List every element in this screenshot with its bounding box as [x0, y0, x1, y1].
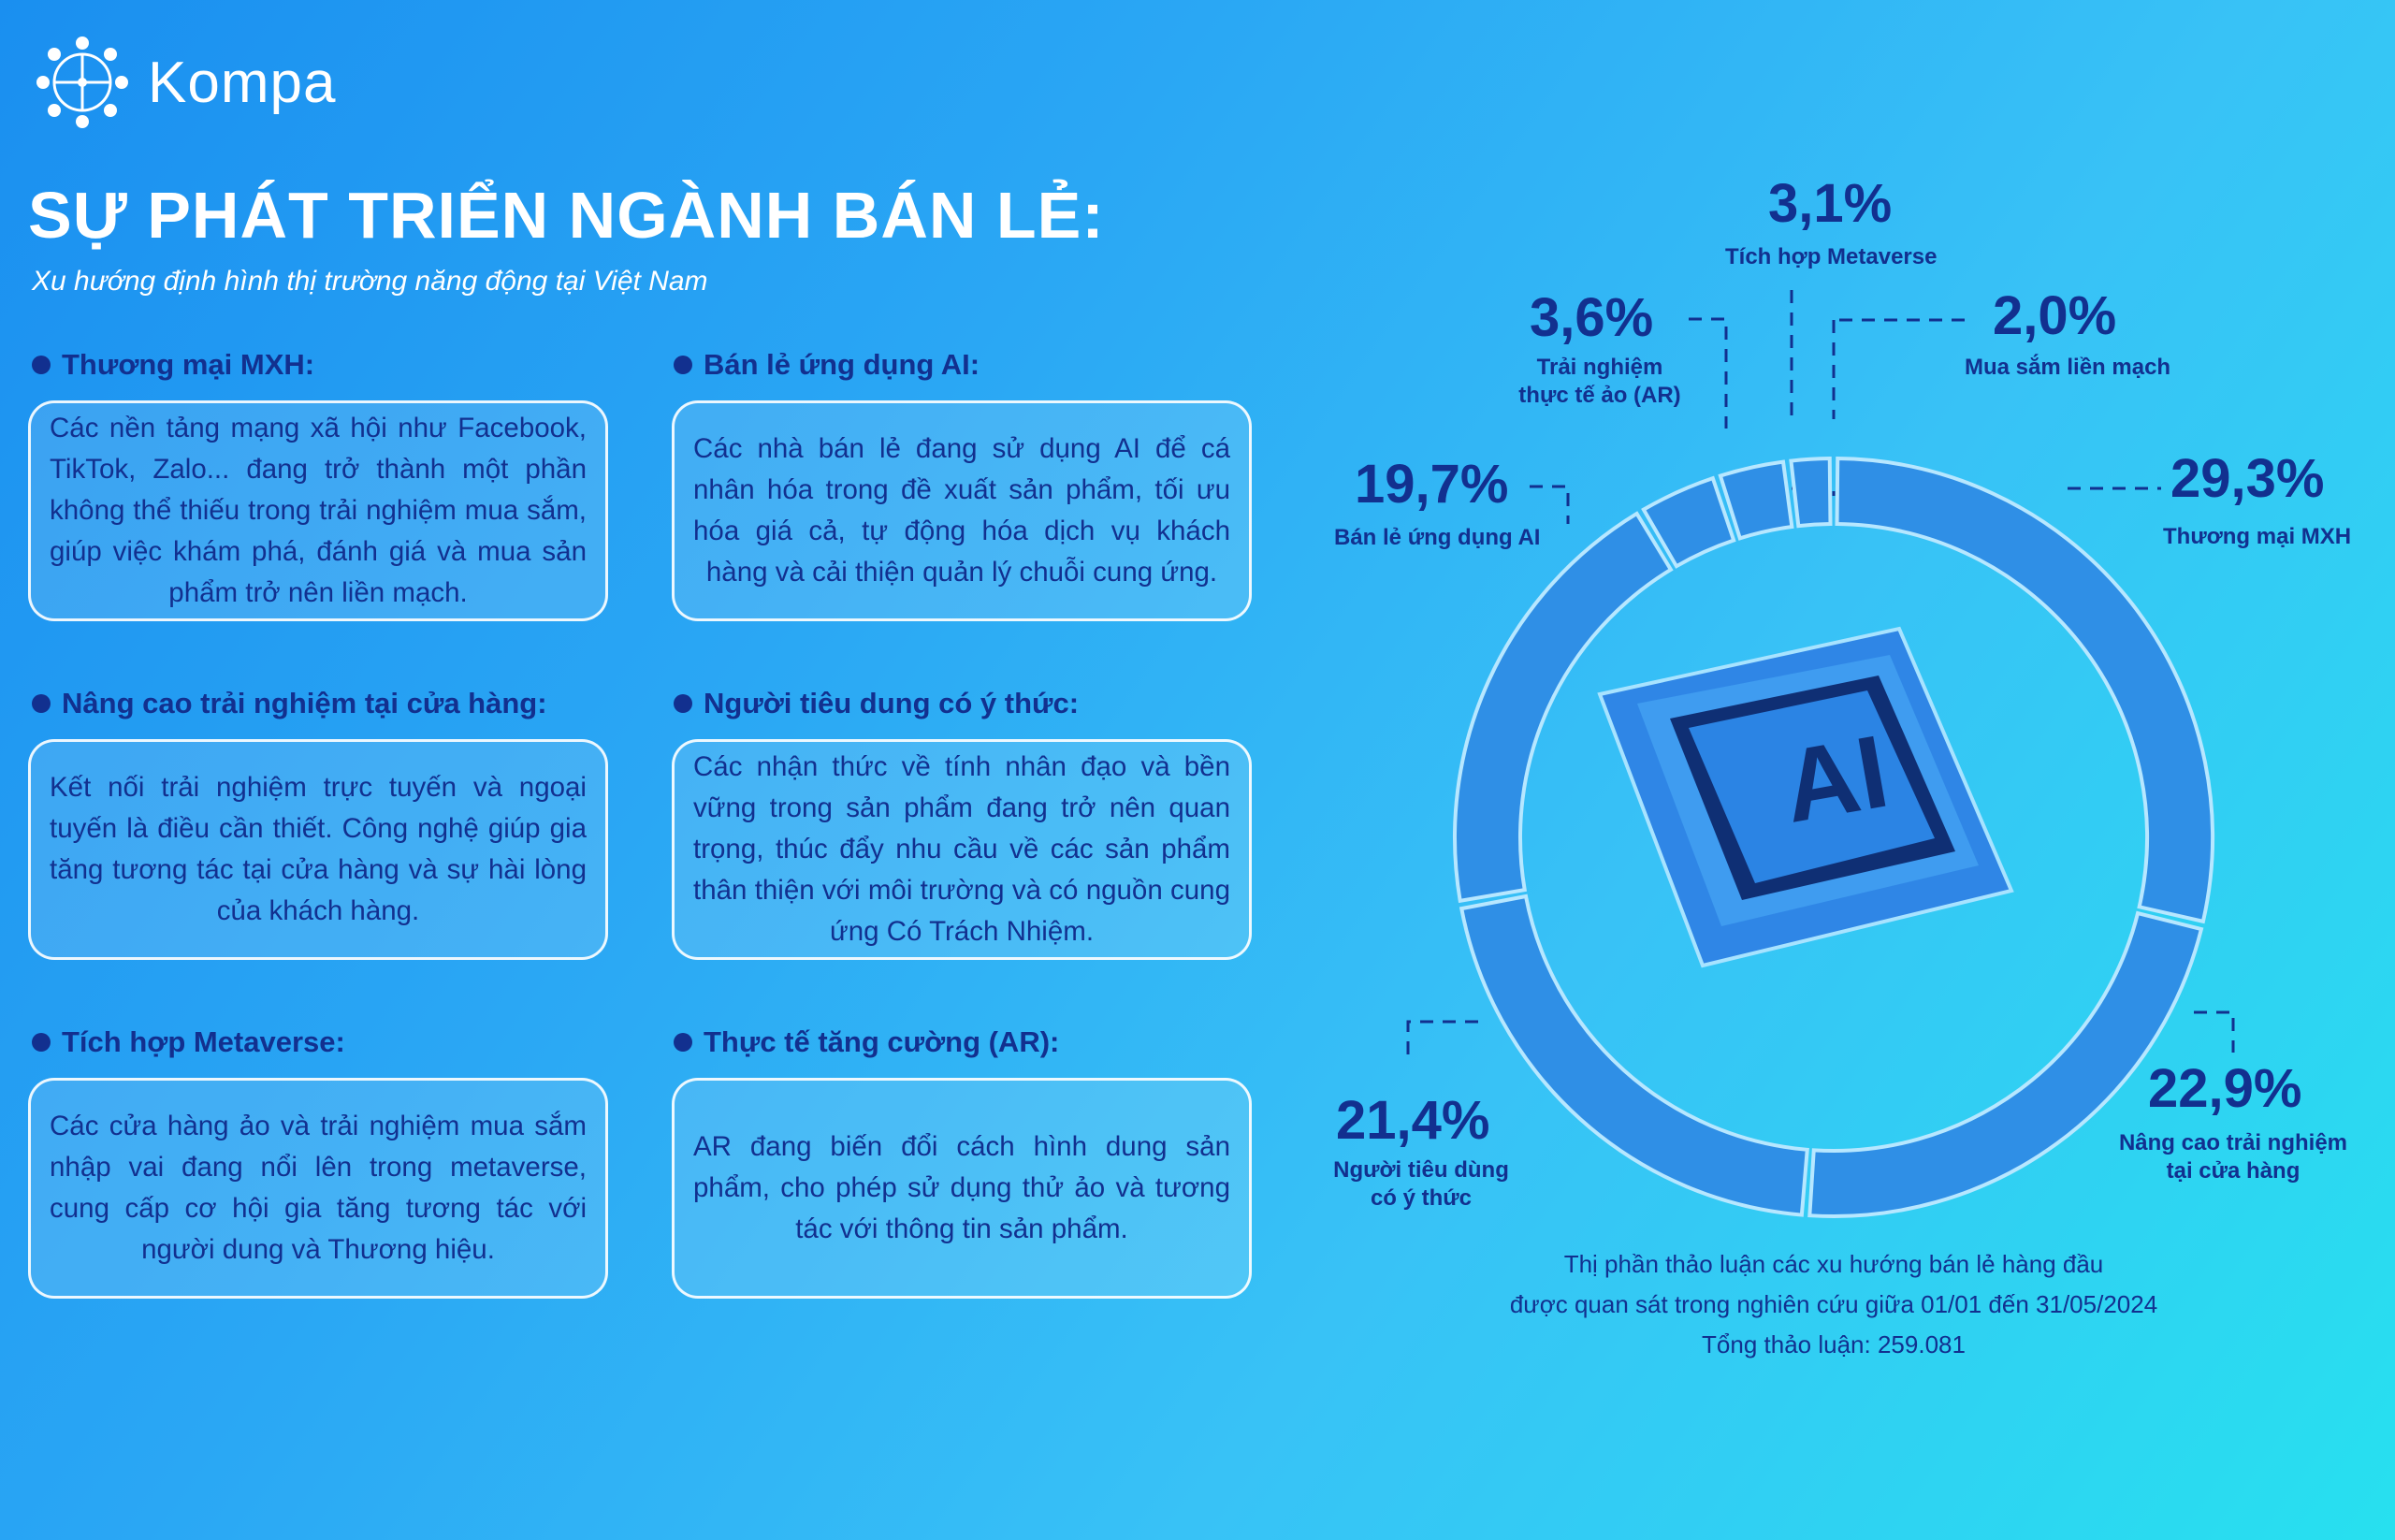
slice-value-ai-retail: 19,7%	[1355, 454, 1509, 515]
chart-footnote: Thị phần thảo luận các xu hướng bán lẻ h…	[1394, 1244, 2273, 1365]
trend-heading-text: Tích hợp Metaverse:	[62, 1025, 345, 1058]
bullet-icon	[32, 694, 51, 713]
slice-label-ai-retail: Bán lẻ ứng dụng AI	[1334, 525, 1541, 550]
trend-card-in-store: Kết nối trải nghiệm trực tuyến và ngoại …	[28, 739, 608, 960]
trend-heading-text: Bán lẻ ứng dụng AI:	[704, 348, 980, 381]
donut-slice-0	[1835, 456, 2214, 924]
slice-label-social-commerce: Thương mại MXH	[2163, 524, 2352, 549]
trend-description: Kết nối trải nghiệm trực tuyến và ngoại …	[50, 772, 587, 926]
slice-value-in-store: 22,9%	[2148, 1058, 2302, 1119]
slice-label-seamless: Mua sắm liền mạch	[1965, 355, 2171, 380]
bullet-icon	[32, 1033, 51, 1052]
footnote-line: Tổng thảo luận: 259.081	[1702, 1330, 1966, 1358]
slice-value-metaverse: 3,1%	[1768, 173, 1893, 234]
trend-heading-conscious-consumer: Người tiêu dung có ý thức:	[674, 687, 1079, 720]
footnote-line: được quan sát trong nghiên cứu giữa 01/0…	[1509, 1290, 2158, 1318]
leader-lines	[1406, 290, 2235, 1062]
page-subtitle: Xu hướng định hình thị trường năng động …	[32, 266, 708, 297]
trend-card-ai-retail: Các nhà bán lẻ đang sử dụng AI để cá nhâ…	[672, 400, 1252, 621]
ai-chip-illustration: AI	[1597, 626, 2014, 968]
trend-card-metaverse: Các cửa hàng ảo và trải nghiệm mua sắm n…	[28, 1078, 608, 1299]
donut-slice-4	[1641, 475, 1736, 569]
donut-slice-3	[1453, 511, 1674, 904]
trend-heading-social-commerce: Thương mại MXH:	[32, 348, 314, 382]
slice-label-metaverse: Tích hợp Metaverse	[1725, 244, 1938, 269]
brand-name: Kompa	[148, 50, 337, 115]
trend-description: Các nhà bán lẻ đang sử dụng AI để cá nhâ…	[693, 433, 1230, 588]
slice-label-text: Trải nghiệm thực tế ảo (AR)	[1518, 355, 1681, 408]
trend-description: Các nhận thức về tính nhân đạo và bền vữ…	[693, 751, 1230, 947]
trend-heading-ai-retail: Bán lẻ ứng dụng AI:	[674, 348, 980, 382]
trend-heading-text: Người tiêu dung có ý thức:	[704, 687, 1080, 719]
bullet-icon	[674, 1033, 692, 1052]
trend-description: Các cửa hàng ảo và trải nghiệm mua sắm n…	[50, 1111, 587, 1265]
slice-label-vr: Trải nghiệm thực tế ảo (AR)	[1516, 354, 1684, 410]
trend-heading-metaverse: Tích hợp Metaverse:	[32, 1025, 345, 1059]
donut-slice-2	[1459, 893, 1809, 1217]
trend-description: Các nền tảng mạng xã hội như Facebook, T…	[50, 413, 587, 608]
slice-label-text: Người tiêu dùng có ý thức	[1333, 1157, 1509, 1211]
trend-description: AR đang biến đổi cách hình dung sản phẩm…	[693, 1131, 1230, 1244]
donut-slice-1	[1807, 910, 2204, 1218]
trend-card-conscious-consumer: Các nhận thức về tính nhân đạo và bền vữ…	[672, 739, 1252, 960]
kompa-logo-icon	[36, 36, 128, 128]
slice-value-seamless: 2,0%	[1993, 285, 2117, 346]
footnote-line: Thị phần thảo luận các xu hướng bán lẻ h…	[1563, 1250, 2104, 1278]
slice-value-social-commerce: 29,3%	[2170, 448, 2325, 509]
page-title: SỰ PHÁT TRIỂN NGÀNH BÁN LẺ:	[28, 179, 1105, 252]
donut-slice-5	[1718, 459, 1794, 541]
slice-label-conscious-consumer: Người tiêu dùng có ý thức	[1323, 1156, 1519, 1213]
bullet-icon	[674, 356, 692, 374]
brand-logo: Kompa	[36, 36, 336, 129]
bullet-icon	[674, 694, 692, 713]
trend-heading-in-store: Nâng cao trải nghiệm tại cửa hàng:	[32, 687, 547, 720]
trend-heading-text: Thương mại MXH:	[62, 348, 315, 381]
trend-heading-text: Nâng cao trải nghiệm tại cửa hàng:	[62, 687, 547, 719]
slice-label-in-store: Nâng cao trải nghiệm tại cửa hàng	[2116, 1129, 2350, 1185]
trend-heading-text: Thực tế tăng cường (AR):	[704, 1025, 1060, 1058]
trend-heading-ar: Thực tế tăng cường (AR):	[674, 1025, 1059, 1059]
chip-label: AI	[1775, 714, 1896, 845]
trend-card-social-commerce: Các nền tảng mạng xã hội như Facebook, T…	[28, 400, 608, 621]
slice-value-conscious-consumer: 21,4%	[1336, 1090, 1490, 1151]
slice-label-text: Nâng cao trải nghiệm tại cửa hàng	[2118, 1130, 2348, 1184]
donut-slice-6	[1789, 457, 1833, 529]
donut-slices	[1453, 456, 2214, 1218]
trend-card-ar: AR đang biến đổi cách hình dung sản phẩm…	[672, 1078, 1252, 1299]
slice-value-vr: 3,6%	[1530, 287, 1654, 348]
bullet-icon	[32, 356, 51, 374]
